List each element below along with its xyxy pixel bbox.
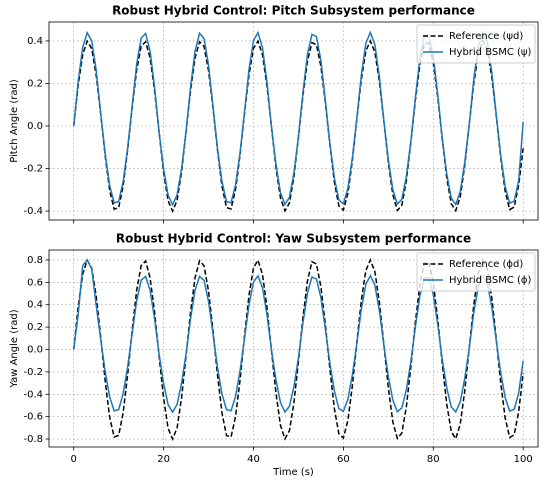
y-tick-label: 0.2: [27, 322, 43, 333]
x-tick-label: 100: [514, 454, 533, 465]
x-tick-label: 40: [247, 454, 260, 465]
y-tick-label: 0.0: [27, 345, 43, 356]
y-tick-label: 0.0: [27, 121, 43, 132]
y-tick-label: 0.4: [27, 300, 43, 311]
legend-label: Reference (ϕd): [449, 259, 523, 270]
legend: Reference (ψd) Hybrid BSMC (ψ): [416, 24, 536, 64]
frame: [48, 21, 539, 221]
legend-label: Reference (ψd): [449, 31, 523, 42]
x-tick-label: 80: [427, 454, 440, 465]
y-tick-label: -0.6: [23, 412, 43, 423]
y-tick-label: 0.8: [27, 255, 43, 266]
y-tick-label: 0.2: [27, 78, 43, 89]
legend-box: [416, 24, 536, 64]
x-tick-label: 20: [157, 454, 170, 465]
y-tick-label: 0.4: [27, 36, 43, 47]
series-line: [72, 30, 524, 207]
subplot-title: Robust Hybrid Control: Yaw Subsystem per…: [116, 232, 471, 246]
series-line: [72, 258, 524, 414]
y-tick-label: -0.4: [23, 389, 43, 400]
x-axis-label: Time (s): [272, 467, 314, 478]
y-tick-label: -0.4: [23, 206, 43, 217]
x-tick-label: 60: [337, 454, 350, 465]
y-axis-label: Yaw Angle (rad): [9, 309, 20, 388]
x-tick-label: 0: [71, 454, 77, 465]
legend-label: Hybrid BSMC (ϕ): [449, 275, 532, 286]
y-tick-label: -0.2: [23, 367, 43, 378]
frame: [48, 249, 539, 448]
subplot-title: Robust Hybrid Control: Pitch Subsystem p…: [112, 4, 475, 18]
y-axis-label: Pitch Angle (rad): [9, 79, 20, 163]
y-tick-label: 0.6: [27, 277, 43, 288]
legend-box: [416, 252, 536, 292]
y-tick-label: -0.2: [23, 164, 43, 175]
legend: Reference (ϕd) Hybrid BSMC (ϕ): [416, 252, 536, 292]
legend-label: Hybrid BSMC (ψ): [449, 47, 532, 58]
y-tick-label: -0.8: [23, 434, 43, 445]
